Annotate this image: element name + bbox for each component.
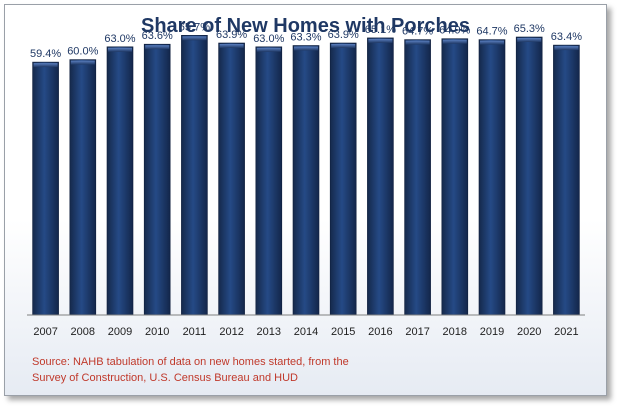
x-tick-label-2020: 2020 — [517, 326, 541, 338]
x-tick-label-2008: 2008 — [71, 326, 95, 338]
value-label-2010: 63.6% — [142, 30, 173, 42]
bar-2018 — [441, 38, 469, 316]
bar-2008 — [69, 59, 97, 316]
x-tick-label-2018: 2018 — [443, 326, 467, 338]
bar-highlight-2012 — [219, 44, 244, 48]
bar-highlight-2007 — [33, 63, 58, 68]
x-tick-label-2015: 2015 — [331, 326, 355, 338]
bar-highlight-2010 — [145, 45, 170, 50]
bar-2017 — [404, 39, 431, 316]
x-tick-label-2012: 2012 — [219, 326, 243, 338]
bar-2021 — [553, 44, 580, 316]
bar-highlight-2016 — [368, 38, 393, 43]
bar-highlight-2015 — [331, 44, 356, 48]
bar-2020 — [515, 36, 543, 316]
value-label-2012: 63.9% — [216, 29, 247, 41]
bar-highlight-2008 — [70, 60, 95, 65]
value-label-2019: 64.7% — [476, 26, 507, 38]
bar-highlight-2017 — [405, 40, 430, 45]
value-label-2018: 64.9% — [439, 25, 470, 37]
bar-2010 — [143, 43, 171, 316]
bar-highlight-2021 — [554, 46, 579, 51]
bar-2007 — [32, 61, 59, 316]
value-labels-group: 59.4% 60.0% 63.0% 63.6% 65.7% 63.9% 63.0% 63.3%… — [30, 21, 582, 60]
chart-frame: Share of New Homes with Porches 59.4% 60.… — [4, 4, 607, 396]
x-tick-label-2011: 2011 — [183, 326, 207, 338]
value-label-2009: 63.0% — [104, 33, 135, 45]
x-tick-label-2007: 2007 — [33, 326, 57, 338]
bar-highlight-2014 — [294, 46, 318, 51]
chart-title: Share of New Homes with Porches — [141, 15, 470, 37]
bar-2019 — [478, 39, 506, 316]
bar-highlight-2009 — [108, 47, 132, 52]
x-tick-label-2021: 2021 — [554, 326, 578, 338]
source-line-1: Source: NAHB tabulation of data on new h… — [32, 356, 349, 368]
source-note: Source: NAHB tabulation of data on new h… — [32, 354, 452, 386]
value-label-2011: 65.7% — [179, 21, 210, 33]
x-tick-labels-group: 2007 2008 2009 2010 2011 2012 2013 2014 2015 2016… — [33, 326, 578, 338]
value-label-2014: 63.3% — [290, 32, 321, 44]
x-tick-label-2010: 2010 — [145, 326, 169, 338]
value-label-2007: 59.4% — [30, 48, 61, 60]
value-label-2017: 64.7% — [402, 26, 433, 38]
x-tick-label-2016: 2016 — [368, 326, 392, 338]
x-tick-label-2014: 2014 — [294, 326, 318, 338]
bars-group — [32, 34, 580, 316]
bar-2012 — [218, 42, 245, 316]
bar-2015 — [329, 42, 357, 316]
value-label-2021: 63.4% — [551, 31, 582, 43]
value-label-2015: 63.9% — [328, 29, 359, 41]
bar-chart: 59.4% 60.0% 63.0% 63.6% 65.7% 63.9% 63.0% 63.3%… — [27, 21, 585, 338]
x-tick-label-2019: 2019 — [480, 326, 504, 338]
bar-highlight-2018 — [442, 39, 467, 44]
x-tick-label-2017: 2017 — [405, 326, 429, 338]
bar-2013 — [255, 46, 283, 316]
bar-2014 — [292, 45, 320, 316]
value-label-2020: 65.3% — [514, 23, 545, 35]
bar-highlight-2013 — [256, 47, 281, 52]
value-label-2008: 60.0% — [67, 46, 98, 58]
value-label-2016: 65.1% — [365, 24, 396, 36]
x-tick-label-2009: 2009 — [108, 326, 132, 338]
bar-2016 — [367, 37, 394, 316]
bar-2011 — [181, 34, 208, 316]
source-line-2: Survey of Construction, U.S. Census Bure… — [32, 372, 298, 384]
bar-highlight-2020 — [517, 38, 542, 42]
bar-highlight-2019 — [480, 40, 504, 45]
x-tick-label-2013: 2013 — [257, 326, 281, 338]
value-label-2013: 63.0% — [253, 33, 284, 45]
bar-2009 — [106, 46, 134, 316]
bar-highlight-2011 — [182, 36, 207, 41]
